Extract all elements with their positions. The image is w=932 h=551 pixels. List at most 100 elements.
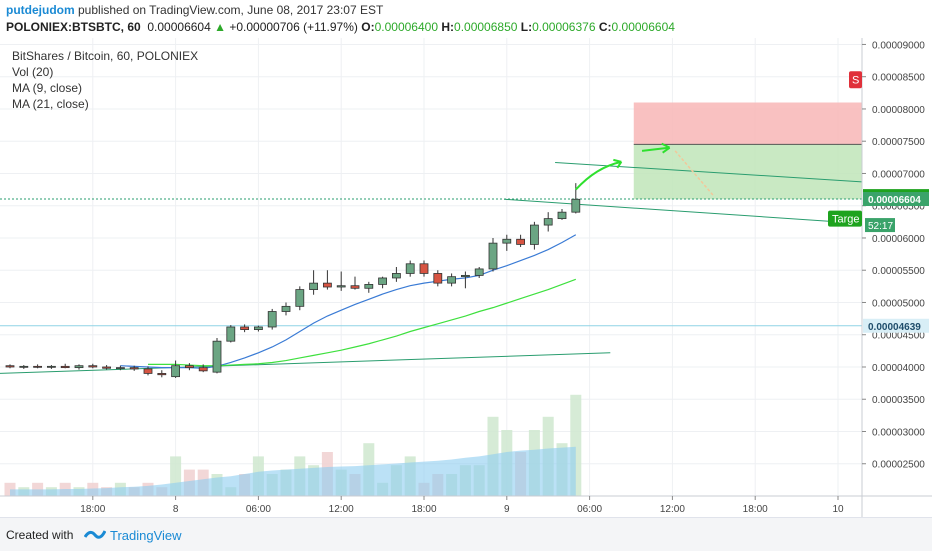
support-price-tag-bg <box>863 318 929 333</box>
candle-body <box>267 311 277 328</box>
candle-body <box>102 366 111 369</box>
price-axis-bg <box>862 38 932 517</box>
price-tick-label: 0.00003500 <box>872 395 925 406</box>
symbol-line: POLONIEX:BTSBTC, 60 0.00006604 ▲ +0.0000… <box>6 20 675 34</box>
candle-body <box>295 289 305 307</box>
candle-body <box>33 365 42 368</box>
candle-body <box>74 365 84 369</box>
candle-body <box>322 282 332 288</box>
candle-body <box>378 277 388 285</box>
candle-body <box>47 365 56 368</box>
price-tick-label: 0.00004000 <box>872 363 925 374</box>
price-tick-label: 0.00009000 <box>872 40 925 51</box>
candle-body <box>419 263 429 274</box>
legend-title: BitShares / Bitcoin, 60, POLONIEX <box>12 49 199 63</box>
price-tick-label: 0.00006500 <box>872 202 925 213</box>
candle-body <box>460 274 470 278</box>
candle-body <box>516 238 525 245</box>
last-close-tag: 0.00006604 <box>868 195 921 206</box>
arrow-head-1 <box>613 158 623 169</box>
stop-tag: S <box>852 74 859 86</box>
price-tick-label: 0.00005500 <box>872 266 925 277</box>
high-label: H: <box>441 20 455 34</box>
ma21-line <box>148 278 577 367</box>
tradingview-brand-link[interactable]: TradingView <box>110 528 182 543</box>
time-tick-label: 06:00 <box>246 504 271 515</box>
candle-body <box>364 284 374 289</box>
legend-vol[interactable]: Vol (20) <box>12 65 54 79</box>
support-price-tag: 0.00004639 <box>868 322 921 333</box>
price-tick-label: 0.00008000 <box>872 105 925 116</box>
candle-body <box>391 273 401 279</box>
candle-body <box>253 326 263 330</box>
candle-body <box>171 365 181 378</box>
low-label: L: <box>520 20 533 34</box>
time-tick-label: 18:00 <box>411 504 436 515</box>
candle-body <box>184 365 194 369</box>
countdown-bg <box>865 218 895 233</box>
candle-body <box>198 367 208 372</box>
target-zone <box>633 144 862 200</box>
target-tag-bg <box>828 210 862 227</box>
footer: Created with TradingView <box>0 517 932 551</box>
candle-body <box>447 276 457 284</box>
last-price: 0.00006604 <box>147 20 211 34</box>
candle-body <box>474 268 484 276</box>
target-tag: Targe <box>832 214 860 226</box>
author-link[interactable]: putdejudom <box>6 3 75 17</box>
candle-body <box>226 326 236 342</box>
candle-body <box>129 367 139 370</box>
candle-body <box>212 340 222 373</box>
time-tick-label: 12:00 <box>660 504 685 515</box>
candle-body <box>88 365 98 368</box>
volume-bar <box>570 394 582 496</box>
high-value: 0.00006850 <box>454 20 518 34</box>
time-tick-label: 18:00 <box>80 504 105 515</box>
volume-bar <box>170 456 182 496</box>
ma9-line <box>120 234 577 369</box>
candle-body <box>309 282 319 290</box>
price-tick-label: 0.00006000 <box>872 234 925 245</box>
price-tick-label: 0.00007500 <box>872 137 925 148</box>
candle-body <box>281 305 291 312</box>
chart-area[interactable]: 0.00009000 0.00008500 0.00008000 0.00007500… <box>0 38 932 517</box>
open-value: 0.00006400 <box>374 20 438 34</box>
time-tick-label: 8 <box>173 504 179 515</box>
up-triangle-icon: ▲ <box>214 20 226 34</box>
created-with-label: Created with <box>6 528 74 542</box>
stop-tag-bg <box>849 71 862 89</box>
candle-body <box>19 365 29 368</box>
arrow-head-2 <box>661 142 671 154</box>
close-value: 0.00006604 <box>611 20 675 34</box>
candle-body <box>543 218 553 226</box>
price-tick-label: 0.00004500 <box>872 331 925 342</box>
candle-body <box>157 373 167 376</box>
legend-ma9[interactable]: MA (9, close) <box>12 81 83 95</box>
price-tick-label: 0.00002500 <box>872 460 925 471</box>
price-change: +0.00000706 (+11.97%) <box>229 20 358 34</box>
symbol-label: POLONIEX:BTSBTC, 60 <box>6 20 141 34</box>
candle-body <box>433 273 443 284</box>
tradingview-logo-icon <box>84 530 106 539</box>
last-close-tag-bg <box>863 192 929 207</box>
low-value: 0.00006376 <box>532 20 596 34</box>
candle-body <box>143 368 153 374</box>
trendline-lower <box>0 352 611 374</box>
countdown-label: 52:17 <box>868 221 893 232</box>
price-chart[interactable]: 0.00009000 0.00008500 0.00008000 0.00007500… <box>0 38 932 517</box>
open-label: O: <box>361 20 375 34</box>
projection-arrow-2 <box>641 146 670 152</box>
price-tick-label: 0.00008500 <box>872 73 925 84</box>
price-tick-label: 0.00007000 <box>872 169 925 180</box>
candle-body <box>571 198 581 213</box>
close-label: C: <box>598 20 612 34</box>
projection-arrow-1 <box>575 160 622 191</box>
publish-info: published on TradingView.com, June 08, 2… <box>78 3 384 17</box>
candle-body <box>350 285 360 289</box>
candle-body <box>5 365 15 368</box>
candle-body <box>530 224 539 245</box>
stop-loss-zone <box>633 102 862 145</box>
legend-ma21[interactable]: MA (21, close) <box>12 97 89 111</box>
candle-body <box>502 238 512 244</box>
chart-legend: BitShares / Bitcoin, 60, POLONIEX Vol (2… <box>12 48 198 112</box>
